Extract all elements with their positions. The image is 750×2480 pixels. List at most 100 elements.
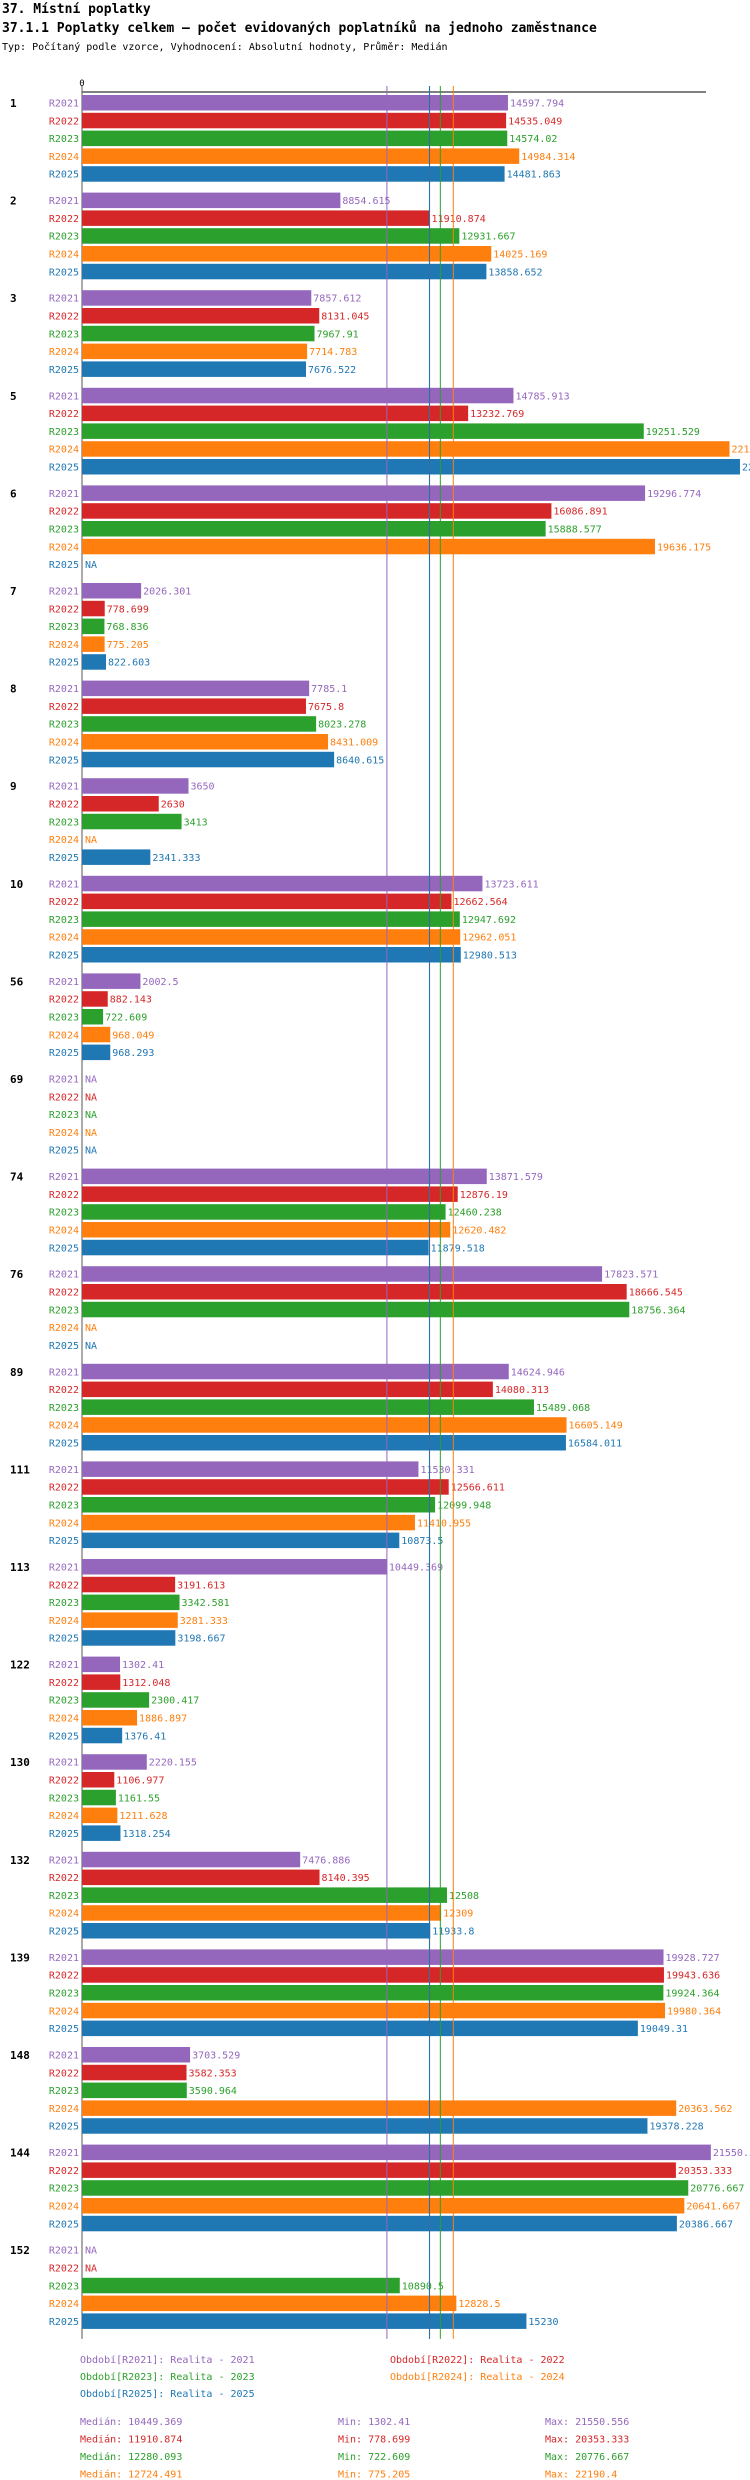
series-label: R2023 — [49, 915, 79, 926]
bar — [82, 485, 646, 501]
bar — [82, 1727, 123, 1744]
stat-min: Min: 1302.41 — [338, 2417, 410, 2428]
bar — [82, 1186, 458, 1202]
bar — [82, 1559, 387, 1575]
stat-max: Max: 20353.333 — [545, 2434, 629, 2445]
bar — [82, 1284, 627, 1300]
series-label: R2024 — [49, 1226, 79, 1237]
bar — [82, 796, 159, 812]
series-label: R2021 — [49, 977, 79, 988]
group-label: 5 — [10, 390, 17, 403]
series-label: R2024 — [49, 2202, 79, 2213]
bar — [82, 361, 307, 377]
data-label: 20776.667 — [690, 2184, 744, 2195]
bar — [82, 2162, 676, 2178]
na-label: NA — [85, 2264, 97, 2275]
data-label: 2026.301 — [143, 587, 191, 598]
data-label: 19378.228 — [649, 2122, 703, 2133]
bar — [82, 734, 329, 750]
data-label: 14785.913 — [515, 391, 569, 402]
bar — [82, 1435, 566, 1451]
bar — [82, 618, 105, 635]
bar — [82, 778, 189, 794]
series-label: R2025 — [49, 1243, 79, 1254]
data-label: 3650 — [191, 782, 215, 793]
series-label: R2025 — [49, 1341, 79, 1352]
data-label: 7857.612 — [313, 294, 361, 305]
bar — [82, 1612, 178, 1628]
data-label: 3191.613 — [177, 1580, 225, 1591]
series-label: R2022 — [49, 1580, 79, 1591]
series-label: R2025 — [49, 365, 79, 376]
group-label: 69 — [10, 1073, 23, 1086]
bar — [82, 680, 310, 697]
series-label: R2024 — [49, 640, 79, 651]
data-label: 19924.364 — [665, 1989, 719, 2000]
na-label: NA — [85, 1146, 97, 1157]
series-label: R2025 — [49, 755, 79, 766]
na-label: NA — [85, 1075, 97, 1086]
series-label: R2022 — [49, 409, 79, 420]
series-label: R2025 — [49, 1634, 79, 1645]
data-label: 12460.238 — [448, 1208, 502, 1219]
series-label: R2024 — [49, 835, 79, 846]
data-label: 12931.667 — [461, 232, 515, 243]
data-label: 11410.955 — [417, 1518, 471, 1529]
data-label: 3281.333 — [180, 1616, 228, 1627]
bar — [82, 387, 514, 404]
bar — [82, 583, 142, 599]
series-label: R2023 — [49, 720, 79, 731]
group-label: 113 — [10, 1561, 30, 1574]
bar — [82, 600, 105, 617]
group-label: 144 — [10, 2147, 30, 2160]
series-label: R2023 — [49, 1110, 79, 1121]
bar — [82, 263, 487, 280]
series-label: R2024 — [49, 152, 79, 163]
series-label: R2025 — [49, 951, 79, 962]
stat-max: Max: 22190.4 — [545, 2469, 617, 2480]
data-label: 12947.692 — [462, 915, 516, 926]
series-label: R2024 — [49, 1518, 79, 1529]
data-label: 12620.482 — [452, 1226, 506, 1237]
group-label: 9 — [10, 780, 17, 793]
series-label: R2022 — [49, 214, 79, 225]
series-label: R2023 — [49, 427, 79, 438]
group-label: 3 — [10, 292, 17, 305]
stat-max: Max: 20776.667 — [545, 2452, 629, 2463]
series-label: R2025 — [49, 170, 79, 181]
series-label: R2024 — [49, 1909, 79, 1920]
bar — [82, 2064, 187, 2081]
bar — [82, 751, 335, 768]
data-label: 2300.417 — [151, 1696, 199, 1707]
series-label: R2024 — [49, 347, 79, 358]
legend-entry: Období[R2021]: Realita - 2021 — [80, 2354, 255, 2366]
bar — [82, 2144, 711, 2161]
group-label: 89 — [10, 1366, 23, 1379]
bar — [82, 2180, 689, 2196]
group-label: 148 — [10, 2049, 30, 2062]
bar — [82, 2047, 191, 2063]
series-label: R2024 — [49, 1421, 79, 1432]
series-label: R2022 — [49, 604, 79, 615]
data-label: 12962.051 — [462, 933, 516, 944]
group-label: 122 — [10, 1659, 30, 1672]
series-label: R2024 — [49, 2104, 79, 2115]
bar — [82, 130, 508, 147]
bar — [82, 2082, 187, 2099]
bar — [82, 1674, 121, 1690]
data-label: 8131.045 — [321, 312, 369, 323]
bar — [82, 148, 520, 164]
data-label: 17823.571 — [604, 1270, 658, 1281]
series-label: R2023 — [49, 622, 79, 633]
data-label: 2002.5 — [142, 977, 178, 988]
data-label: 1106.977 — [116, 1776, 164, 1787]
series-label: R2022 — [49, 702, 79, 713]
bar — [82, 423, 644, 439]
series-label: R2021 — [49, 2246, 79, 2257]
data-label: 20641.667 — [686, 2202, 740, 2213]
series-label: R2023 — [49, 1305, 79, 1316]
bar — [82, 947, 461, 963]
data-label: 14624.946 — [511, 1367, 565, 1378]
data-label: 12828.5 — [458, 2299, 500, 2310]
